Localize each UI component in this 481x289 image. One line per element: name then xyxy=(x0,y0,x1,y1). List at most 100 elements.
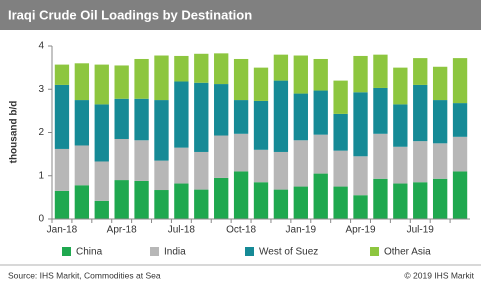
bar-segment xyxy=(214,135,229,178)
bar-segment xyxy=(194,189,209,219)
bar-segment xyxy=(413,182,428,219)
bar-segment xyxy=(134,58,149,99)
bar-segment xyxy=(452,136,468,172)
x-tick-label: Apr-18 xyxy=(107,225,137,236)
bar-segment xyxy=(273,151,289,190)
x-tick-label: Jan-19 xyxy=(286,225,317,236)
bar-segment xyxy=(313,58,328,91)
x-tick-label: Jul-18 xyxy=(168,225,196,236)
bar-segment xyxy=(432,66,448,101)
bar-segment xyxy=(353,156,368,196)
bar-segment xyxy=(134,180,149,219)
bar-segment xyxy=(393,104,408,147)
y-axis-label: thousand b/d xyxy=(9,101,20,164)
legend-swatch xyxy=(370,247,379,256)
bar-segment xyxy=(114,65,129,99)
bar-segment xyxy=(174,147,189,184)
bar-segment xyxy=(293,140,308,187)
bar-segment xyxy=(154,160,169,191)
bar-segment xyxy=(253,100,269,150)
bar-segment xyxy=(154,100,169,161)
bar-segment xyxy=(393,67,408,105)
bar-segment xyxy=(74,63,90,101)
bar-segment xyxy=(54,84,70,149)
y-tick-label: 0 xyxy=(38,214,44,225)
bar-segment xyxy=(214,84,229,136)
bar-segment xyxy=(94,161,109,201)
bar-segment xyxy=(194,53,209,83)
bar-segment xyxy=(452,103,468,137)
bar-segment xyxy=(393,183,408,219)
bar-segment xyxy=(54,148,70,191)
bar-segment xyxy=(134,140,149,181)
x-tick-label: Jul-19 xyxy=(407,225,435,236)
bar-segment xyxy=(233,58,249,101)
bar-segment xyxy=(313,173,328,219)
bar-segment xyxy=(74,185,90,219)
bar-segment xyxy=(114,138,129,181)
bar-segment xyxy=(413,58,428,85)
bar-segment xyxy=(313,90,328,135)
bar-segment xyxy=(174,183,189,219)
bar-segment xyxy=(293,93,308,141)
bar-segment xyxy=(154,190,169,219)
bar-segment xyxy=(253,67,269,101)
bar-segment xyxy=(333,186,348,219)
bar-segment xyxy=(432,178,448,219)
bar-segment xyxy=(353,195,368,219)
bar-segment xyxy=(333,113,348,151)
legend-label: China xyxy=(76,247,103,258)
bar-segment xyxy=(194,82,209,152)
y-tick-label: 3 xyxy=(38,84,44,95)
legend-label: Other Asia xyxy=(384,247,431,258)
bar-segment xyxy=(432,100,448,144)
bar-segment xyxy=(373,54,388,88)
bar-segment xyxy=(273,80,289,152)
chart-title: Iraqi Crude Oil Loadings by Destination xyxy=(8,7,252,22)
bar-segment xyxy=(233,100,249,134)
bar-segment xyxy=(94,200,109,219)
bar-segment xyxy=(293,186,308,219)
bar-segment xyxy=(114,98,129,139)
bar-segment xyxy=(214,53,229,85)
bar-segment xyxy=(333,150,348,187)
bar-segment xyxy=(373,87,388,134)
bar-segment xyxy=(174,55,189,82)
legend-label: India xyxy=(164,247,186,258)
x-tick-label: Apr-19 xyxy=(346,225,376,236)
legend-swatch xyxy=(150,247,159,256)
bar-segment xyxy=(253,149,269,183)
bar-segment xyxy=(74,145,90,186)
bar-segment xyxy=(54,190,70,219)
bar-segment xyxy=(413,84,428,142)
bar-segment xyxy=(134,98,149,141)
bar-segment xyxy=(413,141,428,183)
bar-segment xyxy=(273,189,289,219)
bar-segment xyxy=(214,177,229,219)
bar-segment xyxy=(253,182,269,219)
legend-swatch xyxy=(245,247,254,256)
bar-segment xyxy=(154,55,169,101)
bar-segment xyxy=(333,80,348,114)
bar-segment xyxy=(233,133,249,172)
bar-segment xyxy=(353,55,368,93)
bar-segment xyxy=(94,104,109,162)
bar-segment xyxy=(74,100,90,146)
bar-segment xyxy=(94,64,109,105)
x-tick-label: Jan-18 xyxy=(47,225,78,236)
bar-segment xyxy=(233,171,249,219)
bar-segment xyxy=(353,92,368,157)
bar-segment xyxy=(373,133,388,179)
y-tick-label: 2 xyxy=(38,127,44,138)
bar-segment xyxy=(114,180,129,219)
bar-segment xyxy=(313,134,328,174)
copyright: © 2019 IHS Markit xyxy=(404,270,474,280)
bar-segment xyxy=(293,55,308,94)
bar-segment xyxy=(373,178,388,219)
title-bar xyxy=(0,0,481,30)
x-tick-label: Oct-18 xyxy=(226,225,256,236)
bar-segment xyxy=(54,64,70,85)
bar-segment xyxy=(174,81,189,148)
bar-segment xyxy=(194,151,209,190)
